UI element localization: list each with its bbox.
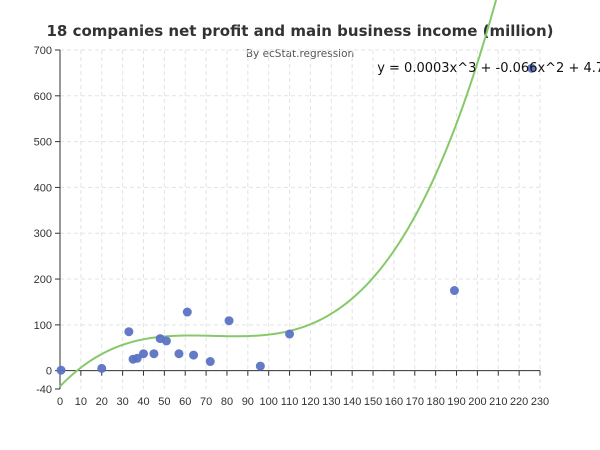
x-tick-label: 40	[137, 396, 149, 408]
scatter-point	[527, 63, 537, 73]
scatter-point	[182, 307, 192, 317]
annotations: y = 0.0003x^3 + -0.066x^2 + 4.73x + -34.…	[377, 61, 600, 76]
x-tick-label: 10	[75, 396, 87, 408]
x-tick-label: 160	[385, 396, 403, 408]
chart-title: 18 companies net profit and main busines…	[46, 22, 554, 40]
scatter-point	[161, 336, 171, 346]
scatter-point	[224, 316, 234, 326]
scatter-point	[138, 349, 148, 359]
x-tick-label: 150	[364, 396, 382, 408]
scatter-point	[124, 327, 134, 337]
regression-curve-group	[59, 0, 498, 388]
regression-equation: y = 0.0003x^3 + -0.066x^2 + 4.73x + -34.…	[377, 61, 600, 76]
x-tick-label: 120	[301, 396, 319, 408]
x-tick-label: 20	[96, 396, 108, 408]
y-tick-label: -40	[36, 384, 52, 396]
scatter-point	[149, 349, 159, 359]
y-tick-label: 400	[34, 182, 52, 194]
x-tick-label: 180	[426, 396, 444, 408]
x-tick-label: 190	[447, 396, 465, 408]
grid	[60, 49, 541, 389]
scatter-point	[285, 329, 295, 339]
x-tick-label: 140	[343, 396, 361, 408]
scatter-point	[189, 350, 199, 360]
x-tick-label: 50	[158, 396, 170, 408]
x-tick-label: 100	[260, 396, 278, 408]
y-tick-label: 600	[34, 91, 52, 103]
axes: 0 10 20 30 40 50 60 70 80 90 100 110 120 130 140 150 160…	[34, 45, 550, 408]
scatter-point	[255, 361, 265, 371]
x-tick-label: 90	[242, 396, 254, 408]
y-tick-label: 100	[34, 320, 52, 332]
x-tick-label: 230	[531, 396, 549, 408]
y-tick-label: 300	[34, 228, 52, 240]
y-tick-label: 700	[34, 45, 52, 57]
scatter-point	[174, 349, 184, 359]
x-tick-label: 210	[489, 396, 507, 408]
x-tick-label: 130	[322, 396, 340, 408]
y-tick-label: 200	[34, 274, 52, 286]
x-tick-label: 200	[468, 396, 486, 408]
x-tick-label: 0	[57, 396, 63, 408]
x-tick-label: 70	[200, 396, 212, 408]
y-tick-label: 500	[34, 137, 52, 149]
x-tick-label: 170	[406, 396, 424, 408]
scatter-point	[56, 365, 66, 375]
scatter-point	[205, 357, 215, 367]
chart-subtitle: By ecStat.regression	[245, 48, 355, 60]
x-tick-label: 60	[179, 396, 191, 408]
y-tick-label: 0	[46, 366, 52, 378]
scatter-point	[97, 363, 107, 373]
scatter-point	[449, 286, 459, 296]
scatter-point	[132, 353, 142, 363]
x-tick-label: 110	[281, 396, 299, 408]
x-tick-label: 220	[510, 396, 528, 408]
data-points	[56, 63, 537, 375]
x-tick-label: 30	[116, 396, 128, 408]
x-tick-label: 80	[221, 396, 233, 408]
regression-line	[59, 0, 498, 388]
